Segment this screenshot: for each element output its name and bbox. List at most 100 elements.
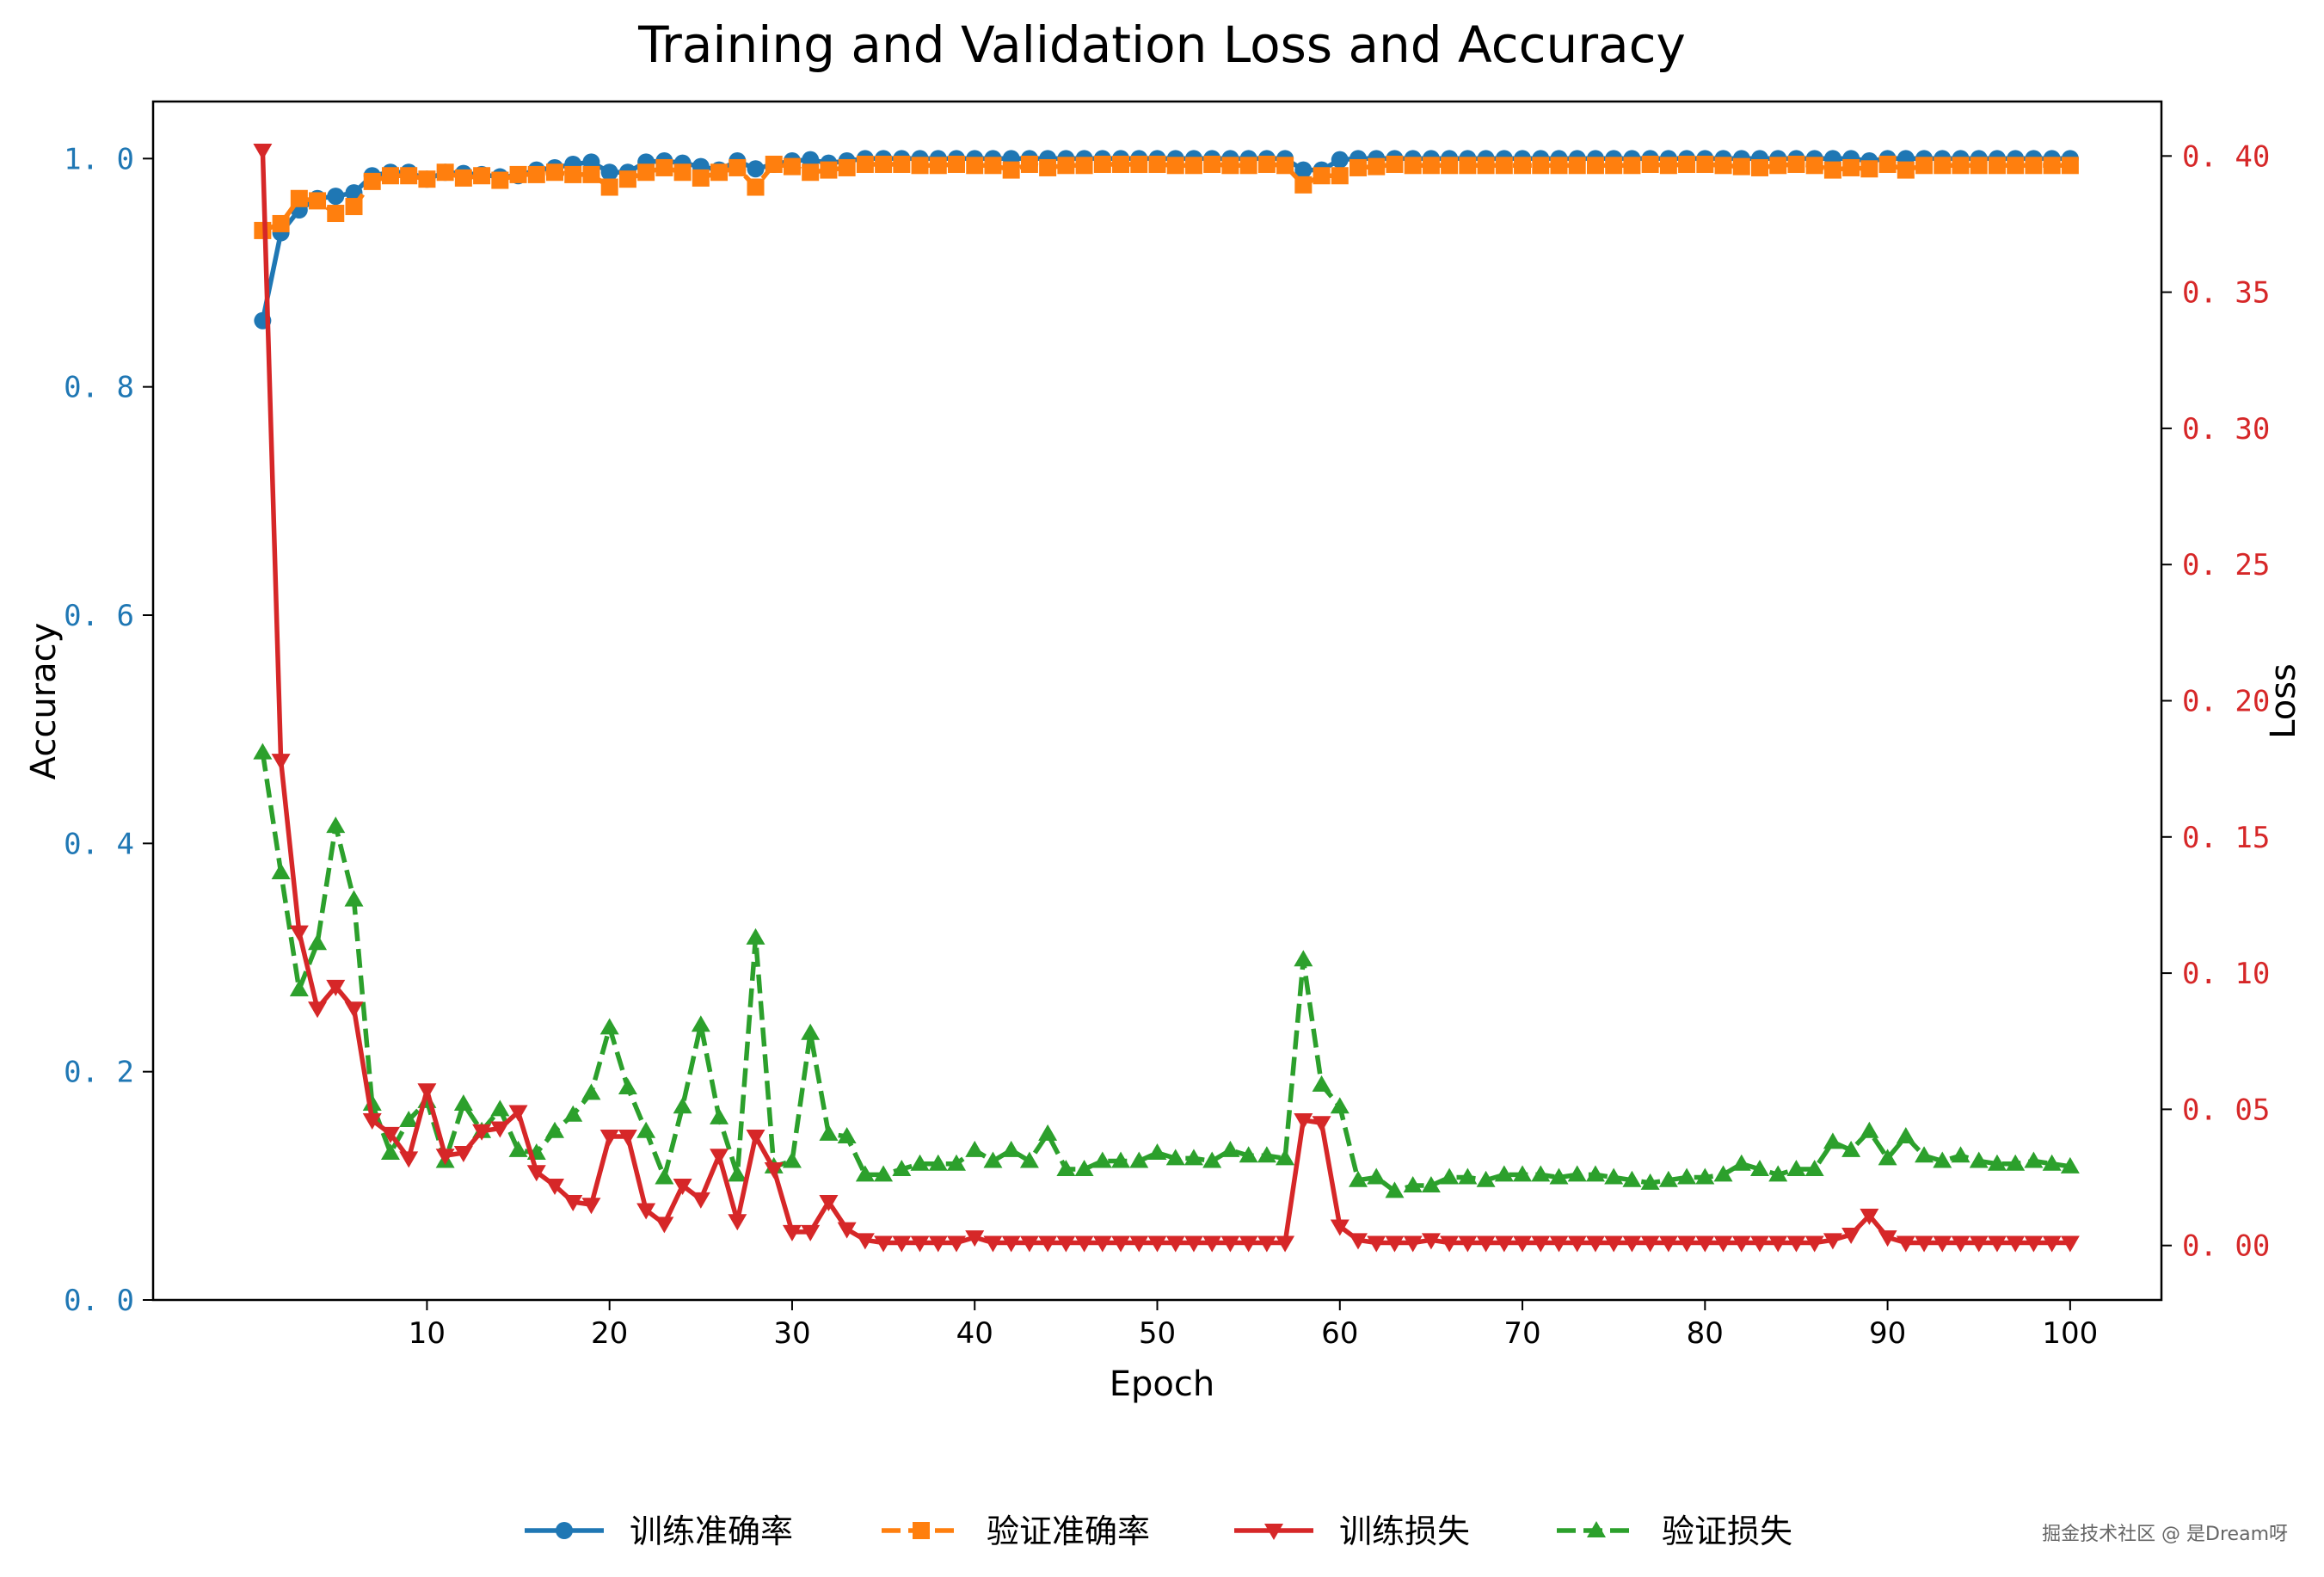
x-axis-label: Epoch: [1110, 1364, 1214, 1404]
point-train-loss: [362, 1113, 382, 1130]
point-train-loss: [874, 1235, 894, 1253]
point-val-loss: [1458, 1167, 1478, 1185]
point-val-loss: [710, 1107, 729, 1124]
point-train-loss: [1531, 1235, 1551, 1253]
point-val-loss: [1786, 1160, 1806, 1177]
point-val-loss: [1987, 1154, 2007, 1171]
point-val-loss: [1092, 1151, 1112, 1168]
point-val-accuracy: [491, 171, 509, 189]
point-train-loss: [1367, 1235, 1386, 1253]
point-val-loss: [490, 1100, 510, 1117]
series-line-train-loss: [260, 150, 2070, 1246]
series-line-val-loss: [260, 752, 2071, 1194]
point-val-loss: [308, 933, 328, 951]
point-train-loss: [1896, 1235, 1915, 1253]
point-val-accuracy: [1586, 157, 1604, 175]
point-val-accuracy: [875, 155, 893, 173]
point-val-accuracy: [911, 157, 929, 175]
point-train-loss: [1677, 1235, 1697, 1253]
point-train-loss: [819, 1195, 839, 1212]
point-train-loss: [837, 1222, 857, 1239]
point-val-accuracy: [1659, 157, 1677, 175]
point-val-loss: [983, 1151, 1003, 1168]
point-val-accuracy: [1075, 157, 1093, 175]
point-train-loss: [782, 1224, 802, 1241]
point-val-accuracy: [1166, 157, 1184, 175]
point-train-loss: [673, 1179, 692, 1196]
point-train-accuracy: [600, 163, 618, 182]
point-val-accuracy: [1860, 160, 1878, 178]
point-val-accuracy: [1623, 157, 1641, 175]
point-train-loss: [728, 1214, 747, 1231]
point-val-accuracy: [1093, 155, 1111, 173]
point-train-loss: [599, 1130, 619, 1147]
point-val-loss: [1129, 1151, 1149, 1168]
point-val-accuracy: [1112, 155, 1130, 173]
point-train-accuracy: [747, 160, 765, 178]
point-val-accuracy: [1568, 157, 1586, 175]
point-val-loss: [2024, 1151, 2044, 1168]
point-train-loss: [947, 1235, 966, 1253]
legend-label-train-loss: 训练损失: [1339, 1512, 1470, 1550]
point-val-accuracy: [2043, 157, 2061, 175]
point-val-accuracy: [1714, 157, 1732, 175]
y-left-tick-label: 0. 6: [64, 599, 134, 633]
point-val-accuracy: [1952, 157, 1970, 175]
point-val-loss: [1074, 1160, 1094, 1177]
point-train-loss: [1092, 1235, 1112, 1253]
point-val-accuracy: [1331, 167, 1349, 185]
point-val-loss: [1658, 1170, 1678, 1187]
point-val-loss: [2060, 1156, 2080, 1174]
point-train-loss: [1220, 1235, 1240, 1253]
point-val-loss: [253, 742, 273, 760]
point-val-accuracy: [893, 155, 911, 173]
point-val-accuracy: [290, 189, 308, 207]
y-right-tick-label: 0. 25: [2182, 548, 2270, 582]
series-line-train-accuracy: [260, 156, 2070, 322]
point-val-loss: [1147, 1143, 1167, 1161]
point-val-loss: [1440, 1167, 1460, 1185]
point-train-loss: [1860, 1208, 1879, 1225]
point-val-accuracy: [692, 169, 710, 187]
point-val-loss: [1713, 1165, 1733, 1182]
y-left-tick-label: 0. 4: [64, 827, 134, 861]
point-val-loss: [947, 1154, 966, 1171]
point-train-loss: [2042, 1235, 2062, 1253]
x-tick-label: 90: [1869, 1316, 1906, 1351]
point-train-loss: [1001, 1235, 1021, 1253]
point-train-loss: [1494, 1235, 1514, 1253]
point-val-loss: [1933, 1151, 1952, 1168]
point-val-accuracy: [2007, 157, 2025, 175]
point-val-loss: [1385, 1181, 1405, 1198]
point-val-accuracy: [1678, 155, 1696, 173]
point-train-loss: [1276, 1235, 1295, 1253]
point-val-loss: [1220, 1140, 1240, 1157]
point-val-accuracy: [856, 155, 874, 173]
point-train-loss: [1403, 1235, 1423, 1253]
point-train-loss: [563, 1195, 583, 1212]
point-train-loss: [983, 1235, 1003, 1253]
point-train-loss: [1458, 1235, 1478, 1253]
point-val-loss: [1677, 1167, 1697, 1185]
point-val-loss: [1421, 1176, 1441, 1193]
point-train-loss: [1640, 1235, 1660, 1253]
point-train-loss: [1750, 1235, 1769, 1253]
point-val-loss: [1841, 1140, 1861, 1157]
point-train-loss: [1695, 1235, 1715, 1253]
point-train-loss: [1421, 1233, 1441, 1250]
point-val-accuracy: [1641, 155, 1659, 173]
point-val-loss: [1549, 1167, 1569, 1185]
point-train-loss: [746, 1130, 765, 1147]
point-val-accuracy: [1184, 157, 1202, 175]
point-val-accuracy: [1934, 157, 1952, 175]
chart-title: Training and Validation Loss and Accurac…: [637, 15, 1686, 74]
point-val-accuracy: [1878, 155, 1897, 173]
point-val-accuracy: [673, 163, 692, 182]
point-val-loss: [1349, 1170, 1368, 1187]
x-tick-label: 30: [773, 1316, 810, 1351]
point-val-accuracy: [966, 157, 984, 175]
point-val-accuracy: [747, 178, 765, 196]
point-val-loss: [1531, 1165, 1551, 1182]
point-train-loss: [1038, 1235, 1058, 1253]
point-val-loss: [636, 1121, 656, 1138]
